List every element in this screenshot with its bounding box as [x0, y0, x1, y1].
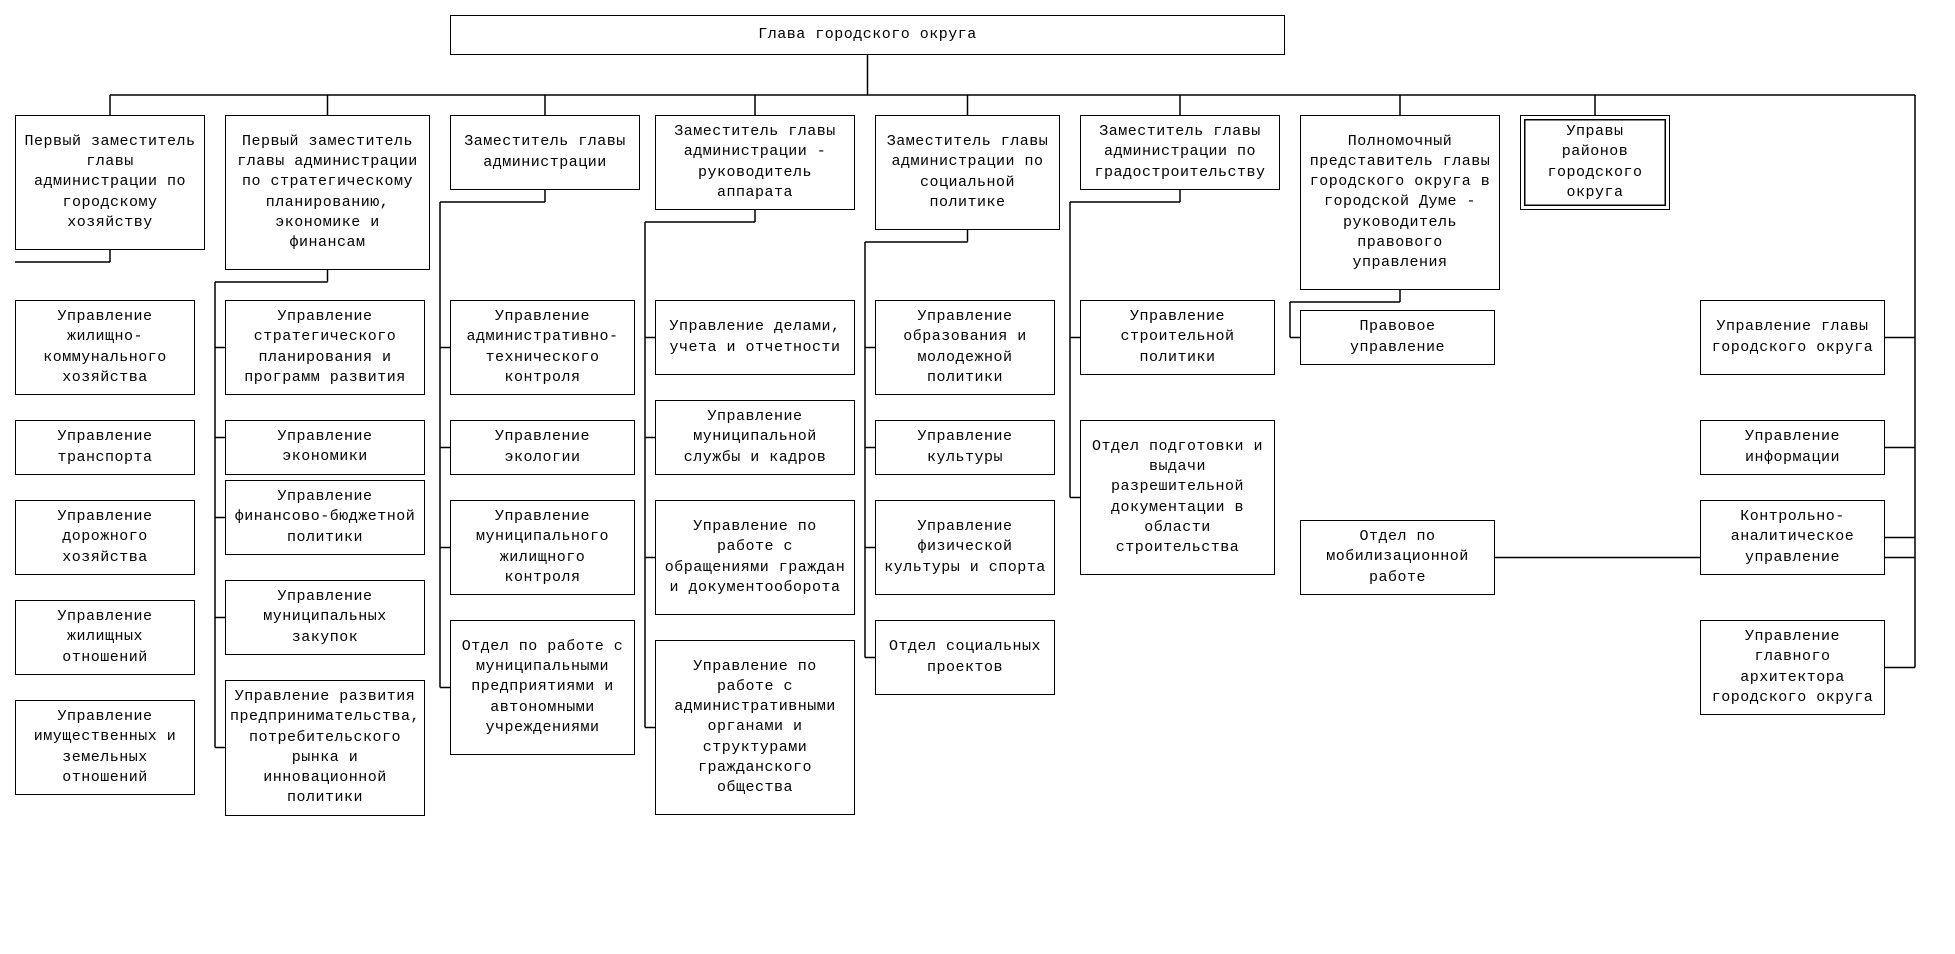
column-head-4: Заместитель главы администрации по социа… [875, 115, 1060, 230]
node-2-1: Управление экологии [450, 420, 635, 475]
root-node: Глава городского округа [450, 15, 1285, 55]
node-2-0: Управление административно-технического … [450, 300, 635, 395]
node-0-3: Управление жилищных отношений [15, 600, 195, 675]
node-3-3: Управление по работе с административными… [655, 640, 855, 815]
column-head-3: Заместитель главы администрации - руково… [655, 115, 855, 210]
node-3-2: Управление по работе с обращениями гражд… [655, 500, 855, 615]
node-5-1: Отдел подготовки и выдачи разрешительной… [1080, 420, 1275, 575]
node-0-1: Управление транспорта [15, 420, 195, 475]
node-4-0: Управление образования и молодежной поли… [875, 300, 1055, 395]
column-head-1: Первый заместитель главы администрации п… [225, 115, 430, 270]
node-4-2: Управление физической культуры и спорта [875, 500, 1055, 595]
node-0-2: Управление дорожного хозяйства [15, 500, 195, 575]
node-1-1: Управление экономики [225, 420, 425, 475]
direct-node-3: Управление главного архитектора городско… [1700, 620, 1885, 715]
node-1-0: Управление стратегического планирования … [225, 300, 425, 395]
column-head-6: Полномочный представитель главы городско… [1300, 115, 1500, 290]
node-0-0: Управление жилищно-коммунального хозяйст… [15, 300, 195, 395]
column-head-2: Заместитель главы администрации [450, 115, 640, 190]
node-3-0: Управление делами, учета и отчетности [655, 300, 855, 375]
column-head-7: Управы районов городского округа [1520, 115, 1670, 210]
column-head-5: Заместитель главы администрации по градо… [1080, 115, 1280, 190]
node-1-4: Управление развития предпринимательства,… [225, 680, 425, 816]
node-1-2: Управление финансово-бюджетной политики [225, 480, 425, 555]
node-1-3: Управление муниципальных закупок [225, 580, 425, 655]
direct-node-0: Управление главы городского округа [1700, 300, 1885, 375]
node-2-2: Управление муниципального жилищного конт… [450, 500, 635, 595]
direct-node-2: Контрольно-аналитическое управление [1700, 500, 1885, 575]
node-2-3: Отдел по работе с муниципальными предпри… [450, 620, 635, 755]
column-head-0: Первый заместитель главы администрации п… [15, 115, 205, 250]
direct-node-4: Отдел по мобилизационной работе [1300, 520, 1495, 595]
node-6-0: Правовое управление [1300, 310, 1495, 365]
org-chart: Глава городского округа Первый заместител… [15, 15, 1940, 939]
node-5-0: Управление строительной политики [1080, 300, 1275, 375]
direct-node-1: Управление информации [1700, 420, 1885, 475]
node-4-3: Отдел социальных проектов [875, 620, 1055, 695]
node-4-1: Управление культуры [875, 420, 1055, 475]
node-0-4: Управление имущественных и земельных отн… [15, 700, 195, 795]
node-3-1: Управление муниципальной службы и кадров [655, 400, 855, 475]
